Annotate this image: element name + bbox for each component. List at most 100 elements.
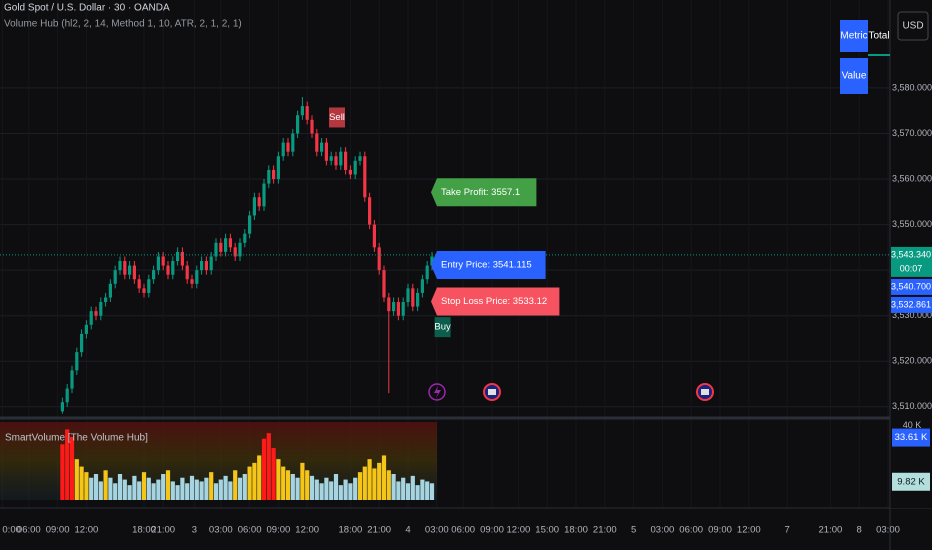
price-axis: 3,510.0003,520.0003,530.0003,540.0003,55… xyxy=(891,82,932,411)
signal-label: Buy xyxy=(434,322,451,333)
candle-body xyxy=(416,292,420,307)
candle-body xyxy=(94,311,98,316)
volume-bar xyxy=(223,475,228,500)
volume-bar xyxy=(79,466,84,500)
volume-bar xyxy=(343,479,348,500)
candle-body xyxy=(65,388,69,403)
candle-body xyxy=(272,169,276,180)
x-tick-label: 7 xyxy=(785,525,790,536)
x-tick-label: 06:00 xyxy=(679,525,703,536)
candle-body xyxy=(392,302,396,312)
volume-bar xyxy=(290,474,295,500)
volume-bar xyxy=(141,472,147,500)
level-box xyxy=(431,287,560,316)
candle-body xyxy=(368,197,372,225)
volume-bar xyxy=(357,472,363,500)
volume-bar xyxy=(103,470,108,500)
candle-body xyxy=(257,197,261,207)
x-tick-label: 12:00 xyxy=(737,525,761,536)
level-label: Entry Price: 3541.115 xyxy=(441,260,532,271)
y-tick-label: 3,580.000 xyxy=(892,82,932,92)
volume-bar xyxy=(242,474,247,500)
volume-bar xyxy=(261,438,267,500)
volume-bar xyxy=(247,466,252,500)
level-box xyxy=(431,178,537,207)
x-tick-label: 18:00 xyxy=(132,525,156,536)
volume-bar xyxy=(204,477,209,500)
candle-body xyxy=(382,270,386,298)
volume-bar xyxy=(329,481,334,500)
candle-body xyxy=(406,288,410,303)
x-tick-label: 21:00 xyxy=(819,525,843,536)
candle-body xyxy=(348,169,352,175)
plot: Take Profit: 3557.1 Entry Price: 3541.115… xyxy=(0,97,890,500)
candle-body xyxy=(166,265,170,275)
volume-bar xyxy=(386,470,391,500)
candle-body xyxy=(118,261,122,271)
y-tick-label: 3,520.000 xyxy=(892,356,932,366)
candle-body xyxy=(84,324,88,334)
candle-body xyxy=(353,160,357,175)
candle-body xyxy=(339,151,343,166)
candle-body xyxy=(276,156,280,180)
candle-body xyxy=(329,156,333,161)
volume-bar xyxy=(362,466,367,500)
volume-bar xyxy=(113,483,118,500)
candle-body xyxy=(147,279,151,293)
volume-bar xyxy=(271,448,276,500)
volume-bar xyxy=(213,483,219,500)
candle-body xyxy=(171,261,175,275)
price-countdown: 00:07 xyxy=(900,263,923,273)
candle-body xyxy=(425,265,429,280)
x-tick-label: 06:00 xyxy=(17,525,41,536)
x-tick-label: 0:00 xyxy=(2,525,21,536)
table-header-cell xyxy=(840,20,868,52)
volume-bar xyxy=(405,483,411,500)
volume-bar xyxy=(161,474,166,500)
price-label-box xyxy=(891,296,932,313)
candle-body xyxy=(132,265,136,280)
candle-body xyxy=(262,183,266,207)
volume-bar xyxy=(194,479,199,500)
volume-bar xyxy=(396,481,401,500)
volume-value-box xyxy=(892,472,930,491)
x-tick-label: 03:00 xyxy=(209,525,233,536)
y-tick-label: 3,560.000 xyxy=(892,173,932,183)
table-cell-text: Value xyxy=(842,71,867,82)
candle-body xyxy=(320,142,324,152)
x-tick-label: 06:00 xyxy=(238,525,262,536)
volume-bar xyxy=(276,459,281,500)
x-tick-label: 3 xyxy=(192,525,197,536)
volume-bar xyxy=(89,477,94,500)
currency-label: USD xyxy=(902,21,923,32)
volume-bar xyxy=(338,485,343,500)
volume-bar xyxy=(74,459,79,500)
volume-bar xyxy=(132,475,137,500)
y-tick-label: 3,510.000 xyxy=(892,401,932,411)
volume-bar xyxy=(180,477,185,500)
x-tick-label: 09:00 xyxy=(267,525,291,536)
candle-body xyxy=(372,224,376,248)
candle-body xyxy=(190,279,194,284)
candle-body xyxy=(324,142,328,161)
volume-bar xyxy=(391,474,396,500)
volume-bar xyxy=(189,475,195,500)
x-tick-label: 12:00 xyxy=(295,525,319,536)
volume-bar xyxy=(93,474,99,500)
volume-title: SmartVolume [The Volume Hub] xyxy=(5,433,148,444)
volume-bar xyxy=(401,477,406,500)
volume-bar xyxy=(367,459,372,500)
volume-bar xyxy=(122,479,127,500)
event-icon-glyph xyxy=(434,386,441,398)
level-label: Take Profit: 3557.1 xyxy=(441,187,520,198)
currency-button[interactable] xyxy=(897,11,929,41)
candle-body xyxy=(137,279,141,289)
indicator-title: Volume Hub (hl2, 2, 14, Method 1, 10, AT… xyxy=(4,19,242,30)
volume-bar xyxy=(146,477,151,500)
candle-body xyxy=(176,251,180,262)
volume-value-label: 9.82 K xyxy=(897,476,925,487)
volume-bar xyxy=(314,479,319,500)
event-icon[interactable] xyxy=(428,383,446,401)
candle-body xyxy=(396,302,400,316)
